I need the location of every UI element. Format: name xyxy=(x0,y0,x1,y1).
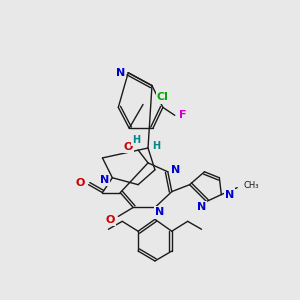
Text: H: H xyxy=(152,141,160,151)
Text: N: N xyxy=(100,175,109,185)
Text: O: O xyxy=(106,215,115,225)
Text: N: N xyxy=(225,190,234,200)
Text: N: N xyxy=(155,207,164,218)
Text: O: O xyxy=(76,178,85,188)
Text: H: H xyxy=(132,135,140,145)
Text: N: N xyxy=(197,202,206,212)
Text: O: O xyxy=(124,142,133,152)
Text: N: N xyxy=(116,68,125,78)
Text: F: F xyxy=(179,110,186,120)
Text: Cl: Cl xyxy=(157,92,169,103)
Text: N: N xyxy=(171,165,180,175)
Text: CH₃: CH₃ xyxy=(243,181,259,190)
